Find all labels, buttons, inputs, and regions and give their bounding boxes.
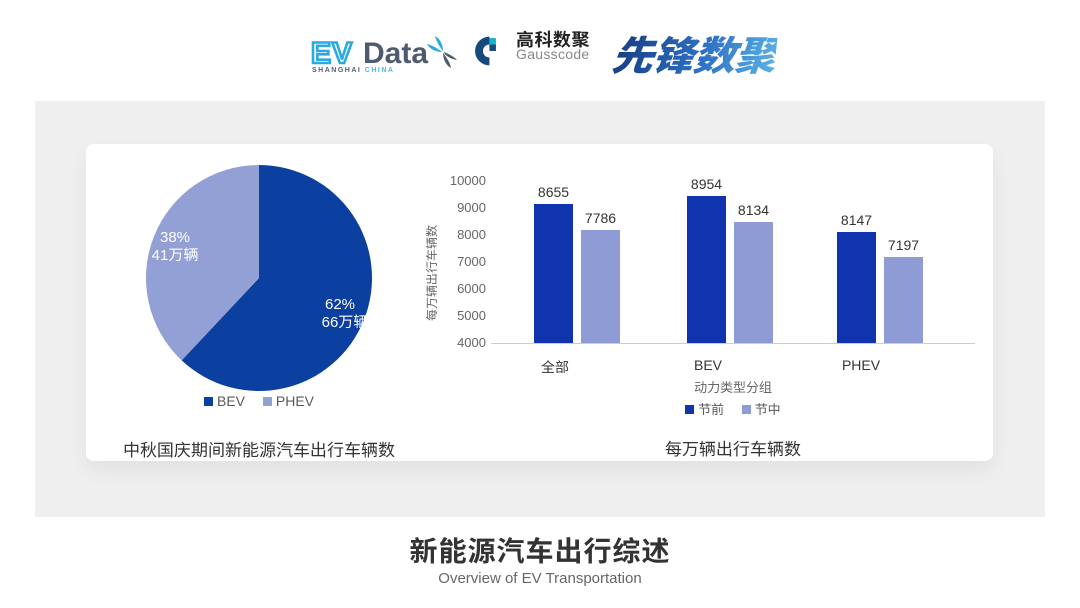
svg-text:EV: EV: [311, 37, 353, 70]
svg-text:41万辆: 41万辆: [152, 247, 199, 264]
svg-text:38%: 38%: [160, 229, 190, 246]
svg-text:62%: 62%: [325, 296, 355, 313]
svg-text:66万辆: 66万辆: [322, 314, 369, 331]
svg-text:Data: Data: [363, 37, 428, 70]
